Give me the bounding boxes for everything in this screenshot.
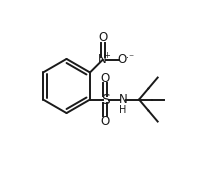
Text: S: S (101, 93, 110, 106)
Text: ·⁻: ·⁻ (126, 53, 134, 63)
Text: H: H (119, 105, 127, 115)
Text: O: O (118, 53, 127, 66)
Text: N: N (119, 93, 127, 106)
Text: +: + (104, 51, 111, 60)
Text: O: O (101, 72, 110, 85)
Text: N: N (98, 53, 107, 66)
Text: O: O (98, 31, 107, 44)
Text: O: O (101, 115, 110, 127)
